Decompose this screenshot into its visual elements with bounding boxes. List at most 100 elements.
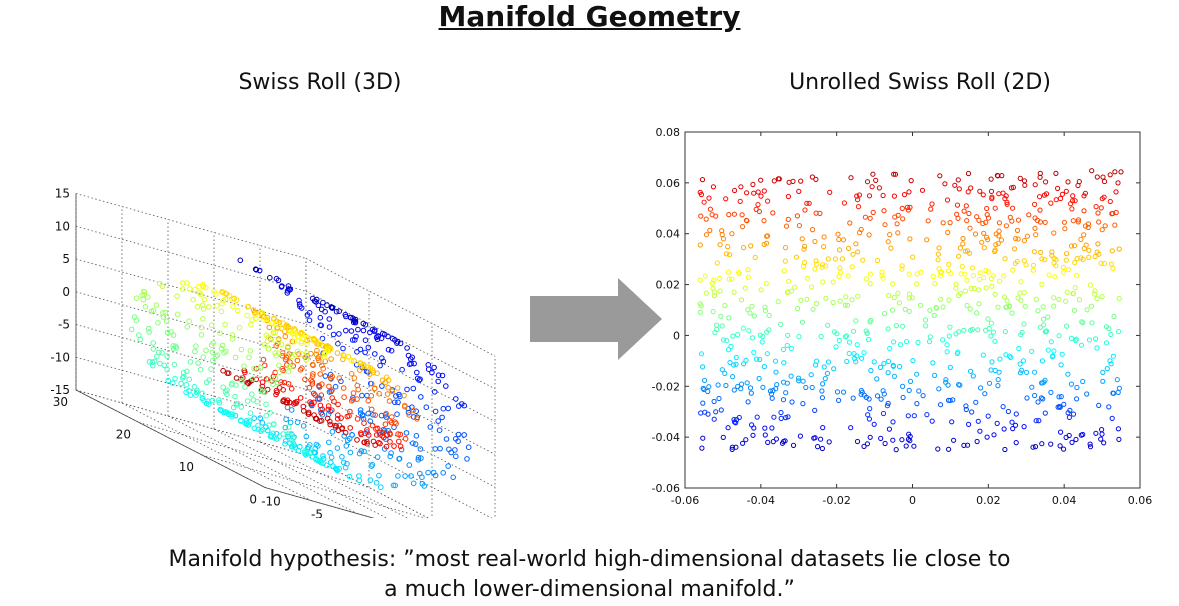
scatter-point — [956, 253, 962, 259]
scatter-point — [292, 351, 298, 358]
scatter-point — [1064, 251, 1070, 257]
scatter-point — [193, 343, 199, 349]
scatter-point — [397, 340, 404, 347]
scatter-point — [194, 303, 201, 310]
scatter-point — [336, 331, 342, 337]
scatter-point — [788, 345, 794, 351]
scatter-point — [1038, 395, 1044, 401]
scatter-point — [945, 229, 951, 236]
scatter-point — [932, 372, 938, 378]
scatter-point — [855, 249, 861, 255]
scatter-point — [244, 380, 250, 386]
scatter-point — [961, 208, 967, 214]
scatter-point — [974, 214, 980, 220]
scatter-point — [1022, 182, 1028, 188]
scatter-point — [1017, 175, 1023, 182]
scatter-point — [198, 324, 205, 331]
scatter-point — [299, 335, 306, 342]
scatter-point — [153, 302, 160, 308]
scatter-point — [995, 240, 1001, 247]
z-tick-label: 0 — [62, 285, 70, 299]
scatter-point — [821, 244, 827, 250]
scatter-point — [1116, 385, 1122, 391]
scatter-point — [210, 357, 216, 364]
scatter-point — [842, 302, 848, 308]
scatter-point — [834, 389, 841, 395]
scatter-point — [203, 284, 209, 291]
scatter-point — [867, 281, 873, 287]
scatter-point — [846, 245, 852, 251]
scatter-point — [743, 217, 750, 223]
x-tick-label: -0.06 — [671, 494, 699, 507]
scatter-point — [792, 284, 798, 290]
scatter-point — [224, 387, 230, 394]
scatter-point — [789, 399, 795, 405]
scatter-point — [977, 270, 983, 276]
scatter-point — [364, 427, 370, 433]
scatter-point — [1102, 223, 1108, 229]
scatter-point — [253, 267, 260, 273]
scatter-point — [855, 204, 862, 210]
scatter-point — [985, 316, 991, 322]
scatter-point — [1064, 323, 1070, 329]
scatter-point — [1100, 369, 1106, 375]
scatter-point — [702, 377, 708, 383]
scatter-point — [1003, 193, 1009, 199]
scatter-point — [938, 296, 944, 302]
scatter-point — [232, 354, 239, 361]
scatter-point — [751, 425, 757, 431]
scatter-point — [783, 390, 789, 396]
scatter-point — [200, 306, 207, 312]
scatter-point — [736, 269, 742, 276]
scatter-point — [267, 409, 273, 416]
scatter-point — [178, 380, 184, 387]
scatter-point — [413, 408, 420, 414]
y-tick-label: 10 — [179, 460, 194, 474]
scatter-point — [246, 417, 253, 424]
scatter-point — [1098, 205, 1104, 211]
scatter-point — [264, 338, 271, 345]
scatter-point — [272, 350, 278, 356]
scatter-point — [373, 479, 380, 486]
scatter-point — [349, 432, 356, 438]
scatter-point — [761, 241, 767, 248]
scatter-point — [1099, 227, 1105, 233]
scatter-point — [901, 192, 908, 198]
z-tick-label: 10 — [55, 219, 70, 233]
scatter-point — [328, 304, 335, 310]
scatter-point — [1032, 225, 1038, 231]
scatter-point — [320, 365, 327, 372]
scatter-point — [1016, 345, 1022, 352]
scatter-point — [404, 345, 410, 351]
scatter-point — [851, 355, 858, 361]
scatter-point — [755, 189, 761, 195]
scatter-point — [265, 427, 271, 434]
scatter-point — [1108, 331, 1114, 338]
scatter-point — [184, 324, 191, 330]
scatter-point — [701, 199, 707, 205]
scatter-point — [361, 420, 367, 426]
scatter-point — [370, 412, 376, 418]
scatter-point — [1019, 367, 1025, 373]
scatter-point — [725, 269, 731, 275]
scatter-point — [999, 173, 1005, 179]
scatter-point — [409, 354, 416, 361]
scatter-point — [1075, 219, 1081, 225]
scatter-point — [932, 281, 938, 287]
scatter-point — [340, 459, 347, 466]
scatter-point — [324, 302, 330, 308]
scatter-point — [1076, 297, 1082, 303]
scatter-point — [989, 283, 995, 289]
scatter-point — [229, 411, 236, 417]
scatter-point — [297, 395, 304, 401]
scatter-point — [283, 416, 289, 423]
scatter-point — [439, 372, 446, 379]
scatter-point — [743, 437, 749, 443]
scatter-point — [372, 351, 378, 357]
scatter-point — [885, 358, 891, 364]
scatter-point — [359, 392, 365, 399]
scatter-point — [943, 379, 949, 385]
scatter-point — [703, 216, 709, 222]
scatter-point — [309, 379, 316, 385]
scatter-point — [150, 346, 157, 352]
